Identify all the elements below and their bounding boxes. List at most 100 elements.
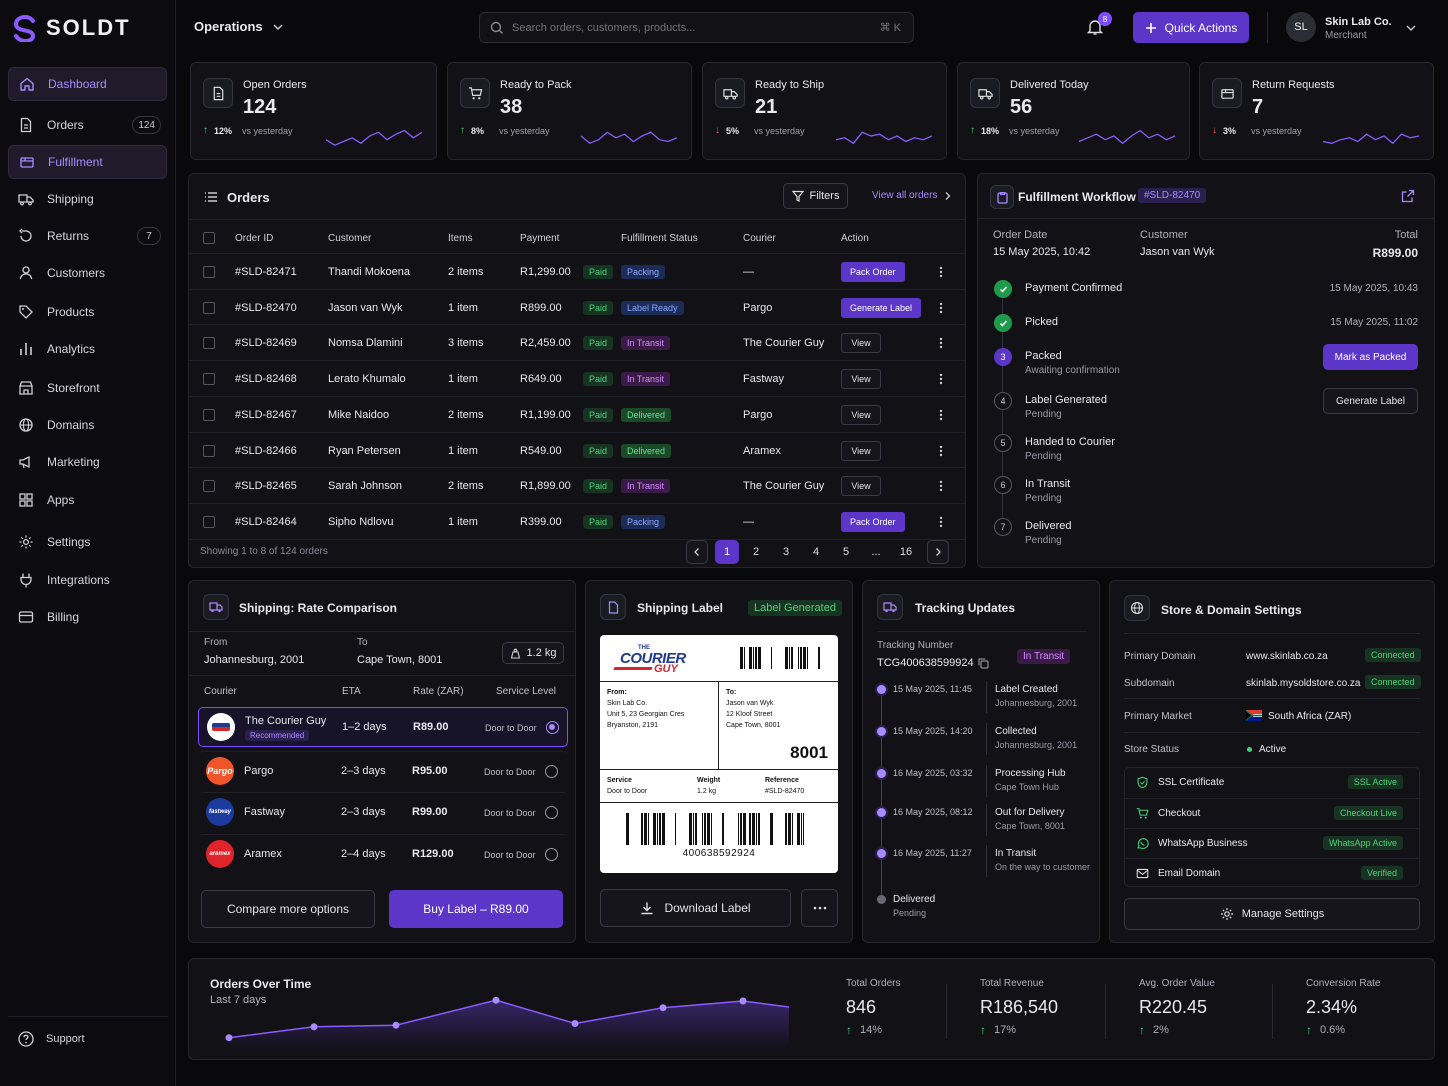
- row-checkbox[interactable]: [203, 301, 215, 314]
- compare-more-button[interactable]: Compare more options: [201, 890, 375, 928]
- service-row[interactable]: Checkout Checkout Live: [1125, 798, 1419, 828]
- more-vertical-icon[interactable]: [939, 516, 943, 528]
- user-menu[interactable]: SL Skin Lab Co. Merchant: [1286, 12, 1426, 44]
- service-row[interactable]: Email Domain Verified: [1125, 858, 1419, 888]
- service-row[interactable]: WhatsApp Business WhatsApp Active: [1125, 828, 1419, 858]
- quick-actions-button[interactable]: Quick Actions: [1133, 12, 1249, 43]
- stat-card-ready-to-ship[interactable]: Ready to Ship 21 ↓ 5% vs yesterday: [702, 62, 947, 160]
- page-button[interactable]: 5: [842, 546, 850, 558]
- row-checkbox[interactable]: [203, 444, 215, 457]
- table-row[interactable]: #SLD-82469 Nomsa Dlamini 3 items R2,459.00 P…: [189, 324, 965, 360]
- more-vertical-icon[interactable]: [939, 337, 943, 349]
- service-row[interactable]: SSL Certificate SSL Active: [1125, 768, 1419, 798]
- row-action-button[interactable]: View: [841, 440, 881, 461]
- weight-selector[interactable]: 1.2 kg: [502, 642, 564, 664]
- sidebar-item-orders[interactable]: Orders 124: [8, 108, 167, 142]
- table-row[interactable]: #SLD-82467 Mike Naidoo 2 items R1,199.00 Pai…: [189, 395, 965, 432]
- table-row[interactable]: #SLD-82466 Ryan Petersen 1 item R549.00 Paid…: [189, 431, 965, 468]
- row-checkbox[interactable]: [203, 373, 215, 386]
- workspace-selector[interactable]: Operations: [194, 19, 285, 34]
- order-id[interactable]: #SLD-82467: [235, 408, 297, 421]
- order-id[interactable]: #SLD-82470: [235, 301, 297, 314]
- manage-settings-button[interactable]: Manage Settings: [1124, 898, 1420, 930]
- sidebar-item-returns[interactable]: Returns 7: [8, 219, 167, 253]
- row-checkbox[interactable]: [203, 408, 215, 421]
- buy-label-button[interactable]: Buy Label – R89.00: [389, 890, 563, 928]
- courier-option-row[interactable]: The Courier Guy Recommended 1–2 days R89.00…: [198, 707, 568, 747]
- row-checkbox[interactable]: [203, 337, 215, 350]
- filters-button[interactable]: Filters: [783, 183, 848, 209]
- sidebar-item-settings[interactable]: Settings: [8, 525, 167, 559]
- sidebar-item-billing[interactable]: Billing: [8, 600, 167, 634]
- mark-as-packed-button[interactable]: Mark as Packed: [1323, 344, 1418, 370]
- next-page-button[interactable]: [927, 540, 949, 564]
- page-button[interactable]: 2: [752, 546, 760, 558]
- stat-card-delivered-today[interactable]: Delivered Today 56 ↑ 18% vs yesterday: [957, 62, 1190, 160]
- brand-logo[interactable]: SOLDT: [12, 14, 131, 42]
- page-button[interactable]: 16: [899, 546, 913, 558]
- page-button[interactable]: ...: [871, 546, 881, 558]
- page-button[interactable]: 1: [715, 540, 739, 564]
- courier-option-row[interactable]: aramex Aramex 2–4 days R129.00 Door to Door: [198, 834, 568, 874]
- courier-option-row[interactable]: fastway Fastway 2–3 days R99.00 Door to Door: [198, 792, 568, 832]
- page-button[interactable]: 3: [782, 546, 790, 558]
- table-row[interactable]: #SLD-82470 Jason van Wyk 1 item R899.00 Paid…: [189, 288, 965, 325]
- sidebar-item-domains[interactable]: Domains: [8, 408, 167, 442]
- more-vertical-icon[interactable]: [939, 480, 943, 492]
- radio-button[interactable]: [545, 765, 558, 778]
- radio-button[interactable]: [545, 848, 558, 861]
- prev-page-button[interactable]: [686, 540, 708, 564]
- sidebar-item-dashboard[interactable]: Dashboard: [8, 67, 167, 101]
- stat-card-return-requests[interactable]: Return Requests 7 ↓ 3% vs yesterday: [1199, 62, 1434, 160]
- row-action-button[interactable]: Generate Label: [841, 297, 922, 318]
- radio-button[interactable]: [545, 806, 558, 819]
- table-row[interactable]: #SLD-82468 Lerato Khumalo 1 item R649.00 Pai…: [189, 360, 965, 396]
- table-row[interactable]: #SLD-82471 Thandi Mokoena 2 items R1,299.00…: [189, 253, 965, 289]
- sidebar-item-analytics[interactable]: Analytics: [8, 332, 167, 366]
- shipping-label-preview[interactable]: THE COURIER GUY From: Skin Lab Co. Unit …: [600, 635, 838, 873]
- generate-label-button[interactable]: Generate Label: [1323, 388, 1418, 414]
- select-all-checkbox[interactable]: [203, 232, 215, 244]
- sidebar-item-apps[interactable]: Apps: [8, 483, 167, 517]
- row-action-button[interactable]: View: [841, 333, 881, 354]
- sidebar-item-integrations[interactable]: Integrations: [8, 563, 167, 597]
- stat-card-ready-to-pack[interactable]: Ready to Pack 38 ↑ 8% vs yesterday: [447, 62, 692, 160]
- more-vertical-icon[interactable]: [939, 409, 943, 421]
- sidebar-item-shipping[interactable]: Shipping: [8, 182, 167, 216]
- table-row[interactable]: #SLD-82465 Sarah Johnson 2 items R1,899.00 P…: [189, 467, 965, 503]
- courier-option-row[interactable]: Pargo Pargo 2–3 days R95.00 Door to Door: [198, 751, 568, 791]
- more-vertical-icon[interactable]: [939, 445, 943, 457]
- row-action-button[interactable]: View: [841, 369, 881, 390]
- row-action-button[interactable]: Pack Order: [841, 511, 905, 532]
- support-link[interactable]: Support: [18, 1031, 85, 1047]
- sidebar-item-marketing[interactable]: Marketing: [8, 445, 167, 479]
- copy-icon[interactable]: [978, 658, 989, 669]
- row-checkbox[interactable]: [203, 515, 215, 528]
- order-id[interactable]: #SLD-82464: [235, 515, 297, 528]
- sidebar-item-storefront[interactable]: Storefront: [8, 371, 167, 405]
- sidebar-item-customers[interactable]: Customers: [8, 256, 167, 290]
- row-checkbox[interactable]: [203, 266, 215, 278]
- more-options-button[interactable]: [801, 889, 838, 927]
- order-id[interactable]: #SLD-82468: [235, 373, 297, 386]
- notifications-button[interactable]: 8: [1086, 12, 1112, 38]
- order-id[interactable]: #SLD-82471: [235, 266, 297, 278]
- stat-card-open-orders[interactable]: Open Orders 124 ↑ 12% vs yesterday: [190, 62, 437, 160]
- row-action-button[interactable]: View: [841, 404, 881, 425]
- row-checkbox[interactable]: [203, 480, 215, 493]
- more-vertical-icon[interactable]: [939, 266, 943, 278]
- more-vertical-icon[interactable]: [939, 373, 943, 385]
- search-input[interactable]: [512, 21, 852, 34]
- radio-button[interactable]: [546, 721, 559, 734]
- search-bar[interactable]: ⌘ K: [479, 12, 914, 43]
- order-id[interactable]: #SLD-82469: [235, 337, 297, 350]
- view-all-orders-link[interactable]: View all orders: [872, 190, 953, 201]
- order-id[interactable]: #SLD-82466: [235, 444, 297, 457]
- row-action-button[interactable]: View: [841, 476, 881, 497]
- download-label-button[interactable]: Download Label: [600, 889, 791, 927]
- row-action-button[interactable]: Pack Order: [841, 262, 905, 282]
- table-row[interactable]: #SLD-82464 Sipho Ndlovu 1 item R399.00 Paid P…: [189, 502, 965, 539]
- external-link-icon[interactable]: [1401, 189, 1415, 203]
- sidebar-item-fulfillment[interactable]: Fulfillment: [8, 145, 167, 179]
- more-vertical-icon[interactable]: [939, 302, 943, 314]
